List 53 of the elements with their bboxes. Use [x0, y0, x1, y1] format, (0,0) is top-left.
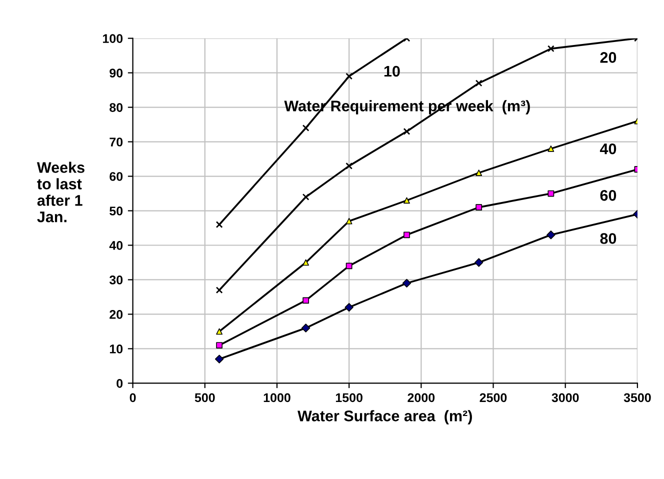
- x-tick-label: 0: [130, 393, 136, 402]
- point: [216, 286, 223, 294]
- y-tick-label: 20: [110, 310, 123, 319]
- point: [548, 190, 554, 197]
- point: [216, 342, 223, 348]
- x-tick-label: 1000: [264, 393, 290, 402]
- point: [214, 354, 224, 364]
- point: [216, 328, 223, 335]
- point: [548, 145, 554, 152]
- y-tick-label: 60: [110, 172, 123, 181]
- series-label: 80: [600, 233, 616, 244]
- point: [344, 302, 354, 312]
- point: [216, 221, 223, 228]
- series-label: 20: [600, 52, 616, 63]
- point: [547, 45, 554, 52]
- point: [476, 204, 482, 211]
- point: [403, 128, 410, 135]
- y-tick-label: 10: [110, 344, 123, 354]
- series-label: 40: [600, 143, 616, 154]
- x-tick-label: 2000: [408, 393, 435, 402]
- x-tick-label: 1500: [336, 393, 362, 402]
- point: [475, 80, 482, 87]
- point: [302, 193, 310, 200]
- point: [346, 262, 352, 270]
- y-tick-label: 80: [110, 103, 123, 112]
- point: [346, 162, 353, 170]
- series-label: 10: [384, 66, 400, 77]
- y-tick-label: 70: [110, 138, 123, 146]
- point: [546, 230, 556, 240]
- y-tick-label: 40: [109, 241, 123, 250]
- point: [404, 197, 410, 204]
- x-tick-label: 3500: [624, 393, 651, 402]
- y-axis-title: Weeks to last after 1 Jan.: [36, 162, 84, 222]
- series-label: 60: [600, 190, 616, 201]
- point: [404, 232, 410, 238]
- point: [301, 324, 310, 332]
- y-tick-label: 50: [110, 206, 123, 216]
- x-axis-title: Water Surface area (m²): [298, 410, 472, 424]
- point: [302, 297, 310, 304]
- point: [476, 170, 482, 176]
- point: [302, 259, 310, 266]
- x-tick-label: 3000: [552, 393, 579, 402]
- point: [302, 124, 310, 132]
- y-tick-label: 0: [116, 379, 123, 388]
- point: [402, 278, 412, 288]
- y-tick-label: 90: [110, 68, 123, 78]
- y-tick-label: 30: [109, 276, 123, 284]
- point: [346, 218, 352, 224]
- point: [474, 258, 484, 267]
- y-tick-label: 100: [103, 34, 123, 43]
- point: [346, 72, 353, 80]
- x-tick-label: 500: [194, 393, 215, 402]
- x-tick-label: 2500: [480, 393, 507, 402]
